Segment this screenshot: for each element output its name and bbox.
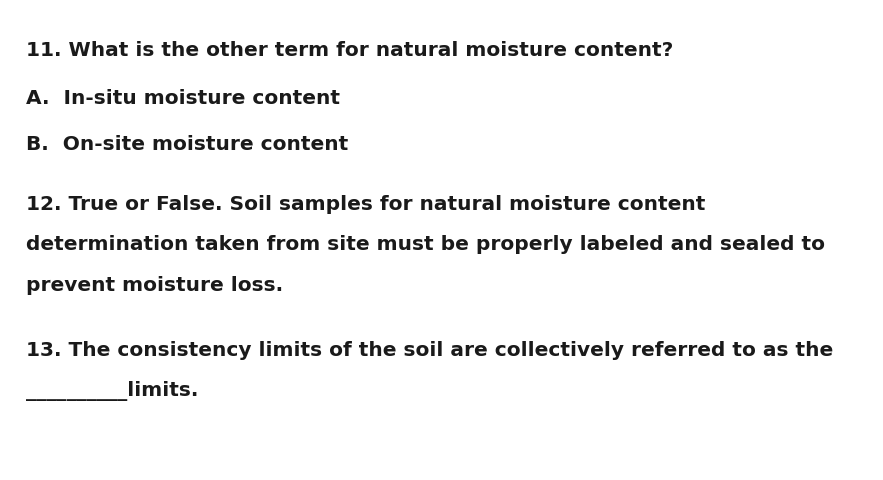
Text: 13. The consistency limits of the soil are collectively referred to as the: 13. The consistency limits of the soil a…	[26, 341, 834, 360]
Text: prevent moisture loss.: prevent moisture loss.	[26, 276, 283, 295]
Text: A.  In-situ moisture content: A. In-situ moisture content	[26, 89, 341, 108]
Text: B.  On-site moisture content: B. On-site moisture content	[26, 134, 349, 154]
Text: 11. What is the other term for natural moisture content?: 11. What is the other term for natural m…	[26, 41, 674, 60]
Text: 12. True or False. Soil samples for natural moisture content: 12. True or False. Soil samples for natu…	[26, 194, 706, 214]
Text: __________limits.: __________limits.	[26, 381, 199, 401]
Text: determination taken from site must be properly labeled and sealed to: determination taken from site must be pr…	[26, 235, 826, 254]
